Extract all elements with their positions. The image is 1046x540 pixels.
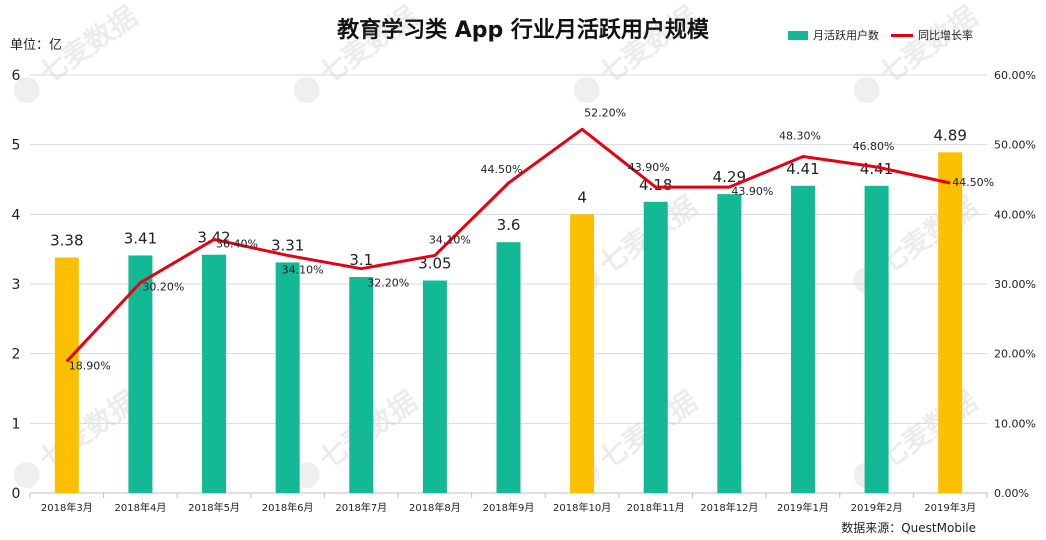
- y-left-tick-label: 5: [12, 138, 21, 154]
- watermark: 七麦数据: [293, 0, 424, 104]
- watermark: 七麦数据: [573, 0, 704, 104]
- bar: [275, 262, 300, 493]
- y-right-tick-label: 20.00%: [994, 348, 1036, 361]
- x-tick-label: 2019年2月: [851, 501, 903, 514]
- watermark-text: 七麦数据: [873, 0, 984, 91]
- bar: [938, 152, 963, 493]
- x-tick-label: 2018年5月: [188, 501, 240, 514]
- x-tick-label: 2018年9月: [483, 501, 535, 514]
- y-left-tick-label: 1: [12, 416, 21, 432]
- watermark-text: 七麦数据: [593, 0, 704, 91]
- watermark-logo-icon: [573, 77, 600, 104]
- watermark-logo-icon: [293, 77, 320, 104]
- line-value-label: 43.90%: [628, 161, 670, 174]
- bar-value-label: 3.38: [50, 232, 83, 250]
- watermark-logo-icon: [13, 77, 40, 104]
- y-left-tick-label: 2: [12, 347, 21, 363]
- bar: [128, 255, 153, 493]
- watermark-text: 七麦数据: [313, 0, 424, 91]
- x-tick-label: 2018年3月: [41, 501, 93, 514]
- x-tick-label: 2018年6月: [262, 501, 314, 514]
- bar: [717, 194, 742, 493]
- bar: [643, 201, 668, 493]
- bar-value-label: 4.41: [786, 160, 819, 178]
- legend-label-line: 同比增长率: [918, 29, 973, 42]
- bar: [864, 185, 889, 493]
- bar-value-label: 3.31: [271, 236, 304, 254]
- watermark: 七麦数据: [13, 0, 144, 104]
- bar: [202, 254, 227, 493]
- unit-label: 单位：亿: [10, 38, 63, 53]
- line-value-label: 34.10%: [282, 263, 324, 276]
- x-tick-label: 2019年1月: [777, 501, 829, 514]
- bar: [349, 277, 374, 493]
- bar-value-label: 3.6: [497, 216, 521, 234]
- y-right-tick-label: 0.00%: [994, 487, 1029, 500]
- y-left-tick-label: 4: [12, 207, 21, 223]
- legend-swatch-line: [891, 33, 913, 37]
- source-note: 数据来源：QuestMobile: [841, 521, 976, 535]
- bar-value-label: 4: [577, 188, 587, 206]
- legend: 月活跃用户数 同比增长率: [788, 27, 985, 43]
- line-value-label: 43.90%: [731, 185, 773, 198]
- x-tick-label: 2018年11月: [627, 501, 685, 514]
- x-tick-label: 2018年7月: [335, 501, 387, 514]
- y-right-tick-label: 10.00%: [994, 417, 1036, 430]
- bar-value-label: 3.05: [418, 255, 451, 273]
- x-tick-label: 2018年12月: [700, 501, 758, 514]
- bar: [790, 185, 815, 493]
- y-right-tick-label: 60.00%: [994, 69, 1036, 82]
- line-value-label: 34.10%: [429, 233, 471, 246]
- bar-value-label: 3.1: [349, 251, 373, 269]
- watermark-text: 七麦数据: [33, 0, 144, 91]
- x-tick-label: 2018年4月: [115, 501, 167, 514]
- bar-value-label: 4.29: [713, 168, 746, 186]
- line-value-label: 44.50%: [481, 163, 523, 176]
- x-tick-label: 2018年10月: [553, 501, 611, 514]
- x-tick-label: 2019年3月: [924, 501, 976, 514]
- watermark: 七麦数据: [853, 0, 984, 104]
- watermark-text: 七麦数据: [873, 190, 984, 281]
- x-tick-label: 2018年8月: [409, 501, 461, 514]
- y-left-tick-label: 3: [12, 277, 21, 293]
- line-value-label: 18.90%: [69, 359, 111, 372]
- bar: [422, 280, 447, 493]
- line-value-label: 46.80%: [853, 140, 895, 153]
- y-right-tick-label: 50.00%: [994, 139, 1036, 152]
- watermark-text: 七麦数据: [33, 385, 144, 476]
- line-value-label: 44.50%: [952, 176, 994, 189]
- y-left-tick-label: 6: [12, 68, 21, 84]
- bar: [496, 242, 521, 493]
- legend-item-line: 同比增长率: [891, 27, 973, 43]
- chart-title: 教育学习类 App 行业月活跃用户规模: [337, 18, 709, 43]
- bar: [570, 214, 595, 494]
- watermark-text: 七麦数据: [873, 385, 984, 476]
- bar-value-label: 3.41: [124, 229, 157, 247]
- series-line: [65, 127, 951, 363]
- legend-item-bar: 月活跃用户数: [788, 27, 879, 43]
- watermark-logo-icon: [13, 462, 40, 489]
- line-value-label: 30.20%: [142, 281, 184, 294]
- y-left-tick-label: 0: [12, 486, 21, 502]
- y-right-tick-label: 40.00%: [994, 208, 1036, 221]
- legend-label-bar: 月活跃用户数: [813, 29, 879, 42]
- watermark-logo-icon: [853, 77, 880, 104]
- watermark-logo-icon: [293, 462, 320, 489]
- line-value-label: 36.40%: [216, 237, 258, 250]
- line-value-label: 48.30%: [779, 130, 821, 143]
- bar-value-label: 4.89: [933, 126, 966, 144]
- y-right-tick-label: 30.00%: [994, 278, 1036, 291]
- line-value-label: 52.20%: [584, 106, 626, 119]
- bar: [54, 257, 79, 493]
- line-value-label: 32.20%: [367, 277, 409, 290]
- legend-swatch-bar: [788, 30, 808, 40]
